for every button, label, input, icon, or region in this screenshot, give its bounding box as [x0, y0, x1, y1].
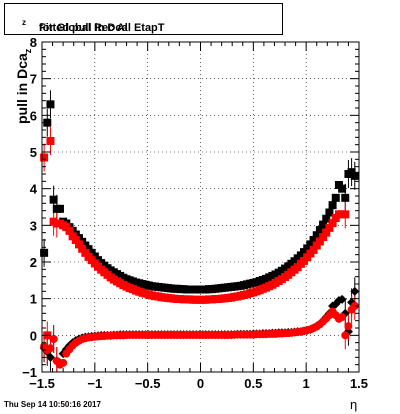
y-tick-label: 1 — [30, 292, 37, 307]
square-marker — [319, 220, 328, 229]
square-marker — [303, 244, 312, 253]
circle-marker — [338, 313, 347, 321]
x-tick-label: −1 — [87, 376, 102, 391]
y-tick-label: 6 — [30, 108, 37, 123]
square-marker — [81, 248, 90, 257]
square-marker — [315, 226, 324, 235]
circle-marker — [341, 331, 350, 340]
x-tick-label: 1 — [303, 376, 310, 391]
square-marker — [350, 171, 359, 180]
footer-timestamp: Thu Sep 14 10:50:16 2017 — [4, 400, 101, 409]
chart-title-box: Fitted pull in Dca z for Global Rec All E… — [4, 3, 283, 35]
square-marker — [43, 118, 52, 127]
square-marker — [328, 219, 337, 228]
chart-title-subscript: z — [22, 18, 26, 28]
square-marker — [338, 184, 347, 193]
square-marker — [341, 210, 350, 219]
circle-marker — [46, 344, 55, 353]
chart-title: Fitted pull in Dca z for Global Rec All E… — [22, 13, 165, 34]
x-tick-label: −0.5 — [135, 376, 161, 391]
square-marker — [40, 248, 49, 257]
y-tick-label: 5 — [30, 145, 37, 160]
y-tick-label: 2 — [30, 255, 37, 270]
data-markers — [39, 100, 360, 369]
square-marker — [322, 228, 331, 237]
square-marker — [341, 193, 350, 202]
diamond-marker — [337, 294, 347, 304]
y-tick-label: 0 — [30, 328, 37, 343]
square-marker — [65, 226, 74, 235]
y-tick-label: 7 — [30, 72, 37, 87]
x-tick-label: −1.5 — [29, 376, 55, 391]
x-tick-label: 1.5 — [350, 376, 368, 391]
circle-marker — [49, 335, 58, 343]
square-marker — [325, 208, 334, 217]
square-marker — [328, 201, 337, 210]
y-axis-label-subscript: z — [22, 48, 33, 54]
square-marker — [74, 240, 83, 249]
diamond-marker — [350, 286, 360, 296]
square-marker — [325, 223, 334, 232]
square-marker — [315, 237, 324, 246]
x-tick-label: 0.5 — [244, 376, 262, 391]
square-marker — [46, 100, 55, 109]
grid-lines — [41, 41, 360, 373]
diamond-marker — [45, 352, 55, 362]
square-marker — [312, 241, 321, 250]
square-marker — [331, 193, 340, 202]
square-marker — [322, 214, 331, 223]
square-marker — [55, 204, 64, 213]
square-marker — [40, 153, 49, 162]
square-marker — [78, 244, 87, 253]
square-marker — [309, 236, 318, 244]
y-tick-label: 3 — [30, 218, 37, 233]
x-tick-label: 0 — [197, 376, 204, 391]
y-tick-label: 8 — [30, 35, 37, 50]
y-axis-label: pull in Dcaz — [14, 49, 33, 124]
chart-title-suffix: for Global Rec All EtapT — [39, 22, 165, 34]
y-axis-label-main: pull in Dca — [14, 53, 30, 124]
circle-marker — [344, 322, 353, 331]
square-marker — [46, 137, 55, 145]
x-axis-label: η — [350, 397, 358, 412]
square-marker — [306, 240, 315, 249]
circle-marker — [59, 358, 68, 367]
square-marker — [71, 236, 80, 244]
y-tick-label: −1 — [22, 365, 37, 380]
y-tick-label: 4 — [30, 182, 38, 197]
square-marker — [319, 233, 328, 242]
square-marker — [312, 231, 321, 240]
square-marker — [309, 245, 318, 254]
chart-title-prefix: Fitted pull in Dca — [39, 22, 128, 34]
circle-marker — [350, 302, 359, 310]
square-marker — [49, 195, 58, 204]
